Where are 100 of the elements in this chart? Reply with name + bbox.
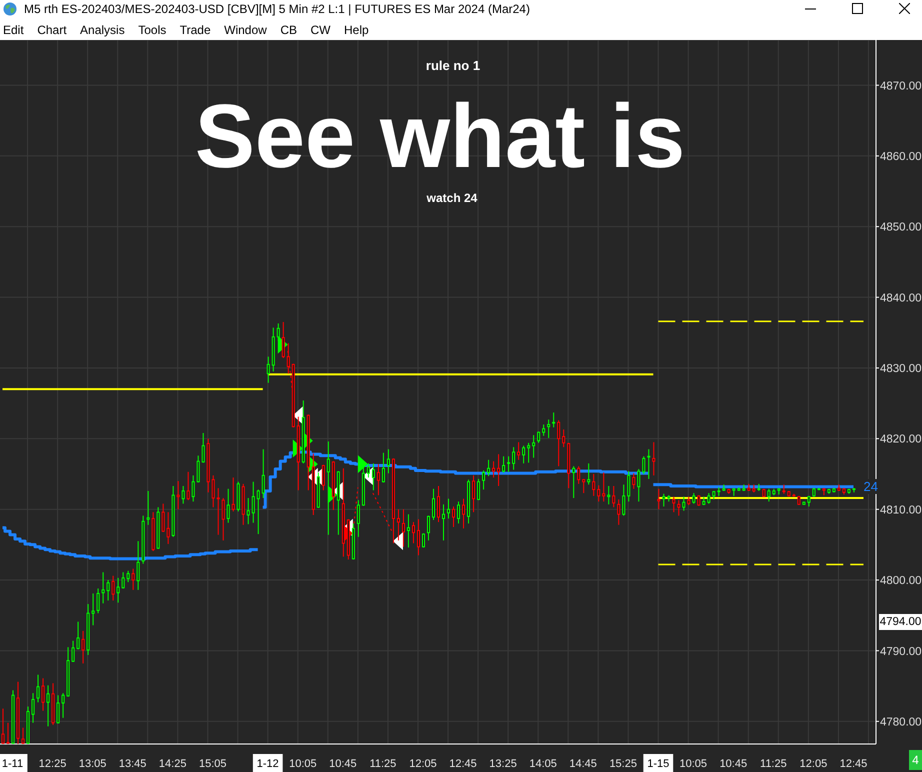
candlestick (62, 692, 65, 718)
candlestick (396, 508, 400, 541)
x-tick-label: 1-12 (256, 758, 279, 770)
candlestick (617, 498, 620, 526)
candlestick (512, 446, 516, 470)
text: 4 (909, 750, 922, 770)
candlestick (222, 498, 225, 541)
y-tick-label: 4780.00 (880, 716, 922, 728)
x-tick-label: 10:45 (720, 758, 748, 770)
candlestick (256, 489, 260, 535)
candlestick (457, 501, 460, 524)
text: CB (280, 22, 297, 36)
candlestick (166, 512, 170, 544)
candlestick (42, 678, 45, 712)
candlestick (562, 428, 566, 448)
candlestick (22, 727, 25, 744)
candlestick (692, 492, 696, 504)
candlestick (182, 486, 185, 504)
x-tick-label: 12:45 (840, 758, 868, 770)
x-tick-label: 13:45 (118, 758, 146, 770)
candlestick (162, 503, 165, 532)
candlestick (356, 500, 360, 538)
candlestick (672, 496, 676, 513)
candlestick (6, 722, 10, 744)
x-tick-label: 12:05 (800, 758, 828, 770)
candlestick (677, 500, 680, 516)
candlestick (146, 490, 150, 526)
annotation: rule no 1 (424, 58, 482, 74)
candlestick (136, 540, 140, 590)
annotation: watch 24 (426, 191, 478, 205)
text: Analysis (80, 22, 125, 36)
candlestick (196, 455, 200, 483)
x-tick-label: 10:05 (289, 758, 317, 770)
candlestick (622, 484, 626, 516)
candlestick (56, 694, 60, 724)
candlestick (322, 464, 325, 491)
candlestick (402, 508, 405, 548)
candlestick (652, 442, 656, 476)
text: Trade (180, 22, 211, 36)
candlestick (122, 572, 125, 589)
candlestick (637, 468, 640, 502)
candlestick (46, 684, 50, 727)
candlestick (607, 486, 610, 505)
candlestick (382, 452, 385, 483)
candlestick (226, 488, 230, 524)
x-tick-label: 13:25 (489, 758, 517, 770)
candlestick (432, 488, 435, 520)
candlestick (517, 442, 520, 460)
text: M5 rth ES-202403/MES-202403-USD [CBV][M] 5 Min #2 L:1 | FUTURES ES Mar 2024 (Mar24) (24, 2, 530, 17)
candlestick (547, 419, 550, 438)
x-tick-label: 13:05 (78, 758, 106, 770)
x-tick-label: 12:25 (38, 758, 66, 770)
candlestick (132, 568, 135, 590)
x-tick-label: 14:25 (158, 758, 186, 770)
candlestick (632, 472, 636, 490)
x-tick-label: 14:45 (569, 758, 597, 770)
candlestick (412, 522, 415, 544)
candlestick (682, 496, 686, 512)
candlestick (707, 492, 710, 504)
candlestick (426, 515, 430, 541)
y-tick-label: 4810.00 (880, 504, 922, 516)
candlestick (557, 420, 560, 467)
candlestick (462, 498, 466, 529)
candlestick (612, 486, 616, 508)
candlestick (582, 478, 586, 494)
candlestick (232, 477, 235, 512)
candlestick (477, 478, 480, 501)
candlestick (602, 472, 606, 502)
candlestick (262, 448, 265, 499)
candlestick (116, 577, 120, 604)
candlestick (537, 431, 540, 444)
candlestick (72, 640, 75, 663)
candlestick (442, 504, 446, 541)
x-tick-label: 11:25 (370, 758, 396, 770)
candlestick (552, 412, 556, 428)
candlestick (176, 480, 180, 510)
candlestick (376, 464, 380, 496)
candlestick (252, 481, 255, 524)
x-tick-label: 14:05 (529, 758, 557, 770)
candlestick (76, 621, 80, 650)
y-tick-label: 4860.00 (880, 151, 922, 163)
text: Help (344, 22, 369, 36)
x-tick-label: 10:45 (329, 758, 357, 770)
y-tick-label: 4790.00 (880, 646, 922, 658)
candlestick (647, 448, 650, 480)
candlestick (36, 674, 40, 703)
candlestick (627, 470, 630, 502)
candlestick (2, 708, 4, 744)
x-tick-label: 15:25 (609, 758, 637, 770)
x-tick-label: 10:05 (680, 758, 708, 770)
x-tick-label: 1-15 (647, 758, 670, 770)
candlestick (492, 460, 496, 478)
x-tick-label: 12:05 (409, 758, 437, 770)
candlestick (782, 484, 786, 494)
annotation: 4794.00 (879, 614, 922, 630)
candlestick (192, 474, 195, 502)
y-tick-label: 4820.00 (880, 434, 922, 446)
candlestick (662, 493, 666, 508)
candlestick (592, 473, 596, 496)
candlestick (266, 356, 270, 384)
